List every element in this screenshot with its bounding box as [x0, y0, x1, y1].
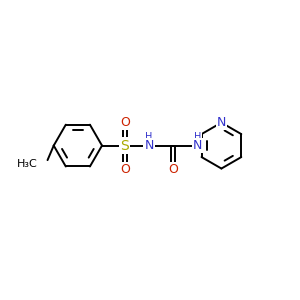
Text: N: N: [193, 139, 202, 152]
Text: H₃C: H₃C: [17, 159, 38, 169]
Text: H: H: [194, 132, 201, 142]
Text: O: O: [120, 116, 130, 128]
Text: O: O: [120, 163, 130, 176]
Text: O: O: [168, 163, 178, 176]
Text: S: S: [121, 139, 129, 153]
Text: N: N: [144, 139, 154, 152]
Text: H: H: [146, 132, 153, 142]
Text: N: N: [217, 116, 226, 129]
